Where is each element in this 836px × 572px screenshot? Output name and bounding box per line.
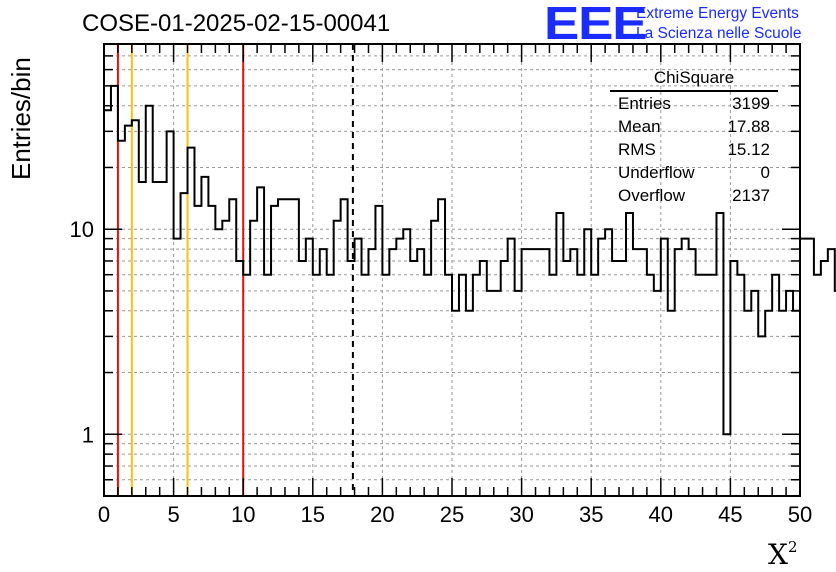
x-tick-label: 0	[98, 502, 110, 527]
x-tick-label: 50	[788, 502, 812, 527]
stats-label: Underflow	[618, 163, 695, 182]
stats-row-mean: Mean 17.88	[610, 115, 778, 138]
axis-ticks	[103, 44, 801, 496]
x-tick-label: 45	[718, 502, 742, 527]
x-tick-label: 15	[301, 502, 325, 527]
stats-row-rms: RMS 15.12	[610, 138, 778, 161]
x-axis-label-text: X	[768, 538, 788, 571]
logo-line-1: Extreme Energy Events	[636, 5, 799, 22]
stats-value: 15.12	[727, 140, 770, 159]
x-tick-label: 5	[167, 502, 179, 527]
stats-box: ChiSquare Entries 3199 Mean 17.88 RMS 15.12…	[610, 66, 778, 207]
x-tick-label: 35	[579, 502, 603, 527]
stats-label: RMS	[618, 140, 656, 159]
y-tick-label: 1	[82, 422, 94, 447]
tick-labels: 0 5 10 15 20 25 30 35 40 45 50 1 10	[70, 217, 813, 527]
stats-label: Overflow	[618, 186, 686, 205]
x-tick-label: 25	[440, 502, 464, 527]
y-tick-label: 10	[70, 217, 94, 242]
x-tick-label: 20	[370, 502, 394, 527]
stats-label: Entries	[618, 94, 671, 113]
y-axis-label: Entries/bin	[6, 57, 36, 180]
stats-row-overflow: Overflow 2137	[610, 184, 778, 207]
stats-value: 3199	[732, 94, 770, 113]
logo-line-2: La Scienza nelle Scuole	[636, 25, 802, 42]
x-tick-label: 40	[649, 502, 673, 527]
stats-label: Mean	[618, 117, 661, 136]
stats-value: 17.88	[727, 117, 770, 136]
stats-value: 0	[760, 163, 770, 182]
chart-title: COSE-01-2025-02-15-00041	[82, 10, 391, 37]
stats-title: ChiSquare	[610, 66, 778, 92]
stats-row-entries: Entries 3199	[610, 92, 778, 115]
x-axis-label-superscript: 2	[787, 537, 798, 556]
x-tick-label: 10	[231, 502, 255, 527]
stats-row-underflow: Underflow 0	[610, 161, 778, 184]
x-tick-label: 30	[509, 502, 533, 527]
x-axis-label: X2	[768, 538, 797, 571]
stats-value: 2137	[732, 186, 770, 205]
eee-logo: EEE	[544, 0, 648, 49]
logo-caption: Extreme Energy Events La Scienza nelle S…	[636, 4, 801, 44]
